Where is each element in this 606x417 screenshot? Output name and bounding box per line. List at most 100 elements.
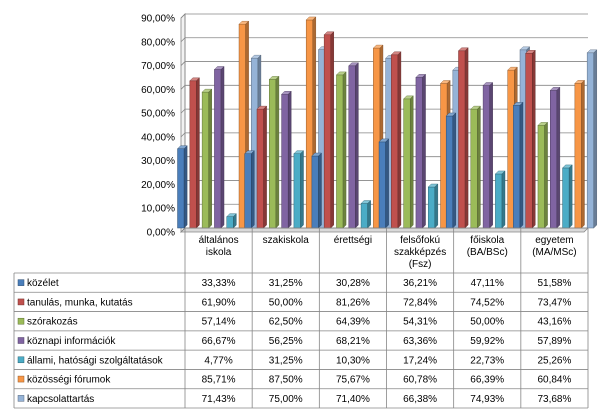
bar-side	[288, 90, 292, 229]
data-label: 75,00%	[269, 394, 303, 405]
data-label: 73,68%	[537, 394, 571, 405]
bar-side	[275, 75, 280, 229]
legend-entry: közösségi fórumok	[27, 375, 111, 386]
bar-közélet	[311, 155, 319, 229]
y-tick-label: 70,00%	[141, 61, 175, 72]
bar-állami, hatósági szolgáltatások	[293, 153, 301, 229]
bar-szórakozás	[336, 74, 344, 229]
data-label: 87,50%	[269, 375, 303, 386]
data-label: 33,33%	[202, 278, 236, 289]
bar-side	[355, 62, 359, 229]
data-label: 73,47%	[537, 297, 571, 308]
y-tick-label: 40,00%	[141, 132, 175, 143]
bar-side	[397, 51, 402, 229]
bar-tanulás, munka, kutatás	[391, 54, 399, 229]
bar-side	[183, 145, 188, 229]
y-tick-label: 60,00%	[141, 85, 175, 96]
data-label: 17,24%	[403, 355, 437, 366]
x-tick-label: egyetem	[535, 235, 573, 246]
data-label: 43,16%	[537, 317, 571, 328]
x-tick-label: érettségi	[334, 235, 372, 246]
bar-közélet	[445, 115, 454, 229]
bar-side	[196, 77, 200, 229]
legend-entry: szórakozás	[27, 317, 78, 328]
bar-side	[593, 49, 597, 229]
data-label: 68,21%	[336, 336, 370, 347]
legend-entry: közélet	[27, 278, 59, 289]
data-label: 66,38%	[403, 394, 437, 405]
y-tick-label: 10,00%	[141, 204, 175, 215]
bar-side	[410, 95, 414, 229]
data-label: 74,93%	[470, 394, 504, 405]
data-label: 60,84%	[537, 375, 571, 386]
x-tick-label: szakképzés	[394, 247, 446, 258]
data-label: 31,25%	[269, 355, 303, 366]
legend-entry: kapcsolattartás	[27, 394, 94, 405]
data-label: 4,77%	[204, 355, 232, 366]
x-tick-label: főiskola	[470, 235, 504, 246]
bar-side	[330, 31, 334, 229]
data-label: 74,52%	[470, 297, 504, 308]
x-tick-label: (MA/MSc)	[532, 247, 576, 258]
bar-kapcsolattartás	[586, 52, 595, 229]
bar-side	[568, 164, 573, 229]
data-label: 63,36%	[403, 336, 437, 347]
bar-side	[464, 47, 469, 229]
bar-side	[233, 213, 237, 229]
bar-közélet	[378, 141, 386, 229]
data-label: 62,50%	[269, 317, 303, 328]
bar-side	[318, 152, 322, 229]
legend-key	[17, 395, 25, 402]
x-tick-label: (BA/BSc)	[467, 247, 508, 258]
bar-köznapi információk	[550, 90, 558, 229]
bar-side	[434, 183, 439, 229]
bar-side	[367, 200, 371, 229]
legend-key	[17, 356, 25, 364]
y-tick-label: 80,00%	[141, 37, 175, 48]
bar-side	[342, 71, 347, 229]
data-label: 57,14%	[202, 317, 236, 328]
bar-közélet	[177, 148, 185, 229]
x-tick-label: (Fsz)	[409, 259, 432, 270]
bar-side	[300, 150, 304, 229]
data-label: 71,40%	[336, 394, 370, 405]
floor	[180, 227, 589, 233]
data-label: 22,73%	[470, 355, 504, 366]
data-label: 85,71%	[202, 375, 236, 386]
data-label: 36,21%	[403, 278, 437, 289]
bar-szórakozás	[269, 79, 277, 229]
data-label: 47,11%	[471, 278, 504, 289]
bar-side	[208, 88, 212, 229]
legend-key	[17, 375, 25, 383]
data-label: 54,31%	[403, 317, 437, 328]
data-label: 30,28%	[336, 278, 370, 289]
data-label: 56,25%	[269, 336, 303, 347]
bar-köznapi információk	[348, 65, 356, 229]
data-label: 64,39%	[336, 317, 370, 328]
bar-side	[385, 138, 389, 229]
bar-side	[220, 65, 225, 229]
bar-side	[422, 73, 426, 229]
bar-side	[263, 105, 267, 229]
y-tick-label: 30,00%	[141, 156, 175, 167]
data-label: 75,67%	[336, 375, 370, 386]
legend-entry: állami, hatósági szolgáltatások	[27, 355, 164, 366]
data-label: 51,58%	[537, 278, 571, 289]
data-label: 59,92%	[470, 336, 504, 347]
data-label: 50,00%	[269, 297, 303, 308]
bar-köznapi információk	[415, 77, 423, 229]
bar-szórakozás	[403, 98, 411, 229]
data-label: 25,26%	[537, 355, 571, 366]
bar-tanulás, munka, kutatás	[189, 80, 197, 229]
bar-állami, hatósági szolgáltatások	[427, 186, 436, 229]
x-tick-label: felsőfokú	[400, 235, 440, 246]
bar-side	[501, 170, 506, 229]
data-label: 66,67%	[202, 336, 236, 347]
bar-közélet	[513, 105, 521, 229]
bar-side	[452, 112, 456, 229]
data-label: 10,30%	[336, 355, 370, 366]
y-tick-label: 20,00%	[141, 180, 175, 191]
data-label: 66,39%	[470, 375, 504, 386]
bar-side	[532, 49, 536, 229]
